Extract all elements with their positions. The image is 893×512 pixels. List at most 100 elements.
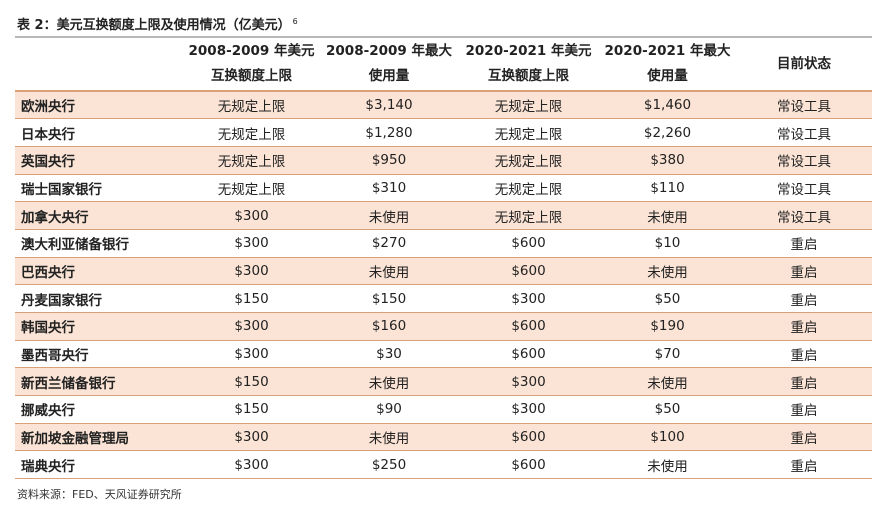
table-row: 挪威央行 $150 $90 $300 $50 重启 — [15, 396, 872, 424]
bank-name-cell: 新西兰储备银行 — [21, 375, 116, 392]
table-row: 加拿大央行 $300 未使用 无规定上限 未使用 常设工具 — [15, 201, 872, 230]
table-title: 表 2：美元互换额度上限及使用情况（亿美元） 6 — [17, 14, 298, 33]
limit-2020-cell: $600 — [511, 262, 546, 279]
usage-2008-cell: 未使用 — [368, 375, 410, 392]
limit-2008-cell: $300 — [234, 235, 269, 252]
table-row: 英国央行 无规定上限 $950 无规定上限 $380 常设工具 — [15, 146, 872, 175]
table-row: 韩国央行 $300 $160 $600 $190 重启 — [15, 312, 872, 341]
usage-2008-cell: 未使用 — [368, 264, 410, 281]
bank-name-cell: 丹麦国家银行 — [21, 292, 102, 309]
limit-2008-cell: $300 — [234, 456, 269, 473]
limit-2008-cell: $300 — [234, 429, 269, 446]
bank-name-cell: 日本央行 — [21, 126, 75, 143]
limit-2008-cell: 无规定上限 — [217, 126, 286, 143]
limit-2008-cell: $300 — [234, 318, 269, 335]
header-2008-max-usage: 2008-2009 年最大使用量 — [326, 43, 452, 84]
status-cell: 常设工具 — [777, 209, 831, 226]
table-row: 巴西央行 $300 未使用 $600 未使用 重启 — [15, 257, 872, 285]
limit-2008-cell: $150 — [234, 373, 269, 390]
table-title-text: 表 2：美元互换额度上限及使用情况（亿美元） — [17, 18, 291, 33]
source-note: 资料来源：FED、天风证券研究所 — [17, 488, 182, 501]
usage-2020-cell: 未使用 — [647, 264, 688, 281]
usage-2020-cell: 未使用 — [647, 458, 688, 475]
bank-name-cell: 英国央行 — [21, 154, 75, 171]
bank-name-cell: 澳大利亚储备银行 — [21, 237, 129, 254]
status-cell: 重启 — [790, 403, 818, 420]
status-cell: 重启 — [790, 458, 818, 475]
status-cell: 重启 — [790, 292, 818, 309]
status-cell: 重启 — [790, 431, 818, 448]
table-row: 新西兰储备银行 $150 未使用 $300 未使用 重启 — [15, 367, 872, 396]
limit-2008-cell: 无规定上限 — [217, 154, 286, 171]
usage-2008-cell: 未使用 — [368, 431, 410, 448]
header-2020-max-usage: 2020-2021 年最大使用量 — [604, 43, 731, 84]
limit-2020-cell: 无规定上限 — [494, 181, 563, 198]
limit-2020-cell: $600 — [511, 346, 546, 363]
usage-2020-cell: $50 — [654, 290, 681, 307]
table-row: 墨西哥央行 $300 $30 $600 $70 重启 — [15, 340, 872, 368]
table-row: 瑞典央行 $300 $250 $600 未使用 重启 — [15, 451, 872, 479]
table-row: 新加坡金融管理局 $300 未使用 $600 $100 重启 — [15, 423, 872, 451]
bank-name-cell: 新加坡金融管理局 — [21, 431, 129, 448]
usage-2020-cell: $50 — [654, 401, 681, 418]
status-cell: 重启 — [790, 264, 818, 281]
usage-2020-cell: 未使用 — [647, 209, 688, 226]
limit-2020-cell: $600 — [511, 318, 546, 335]
usage-2008-cell: $250 — [371, 456, 407, 473]
usage-2008-cell: $30 — [376, 346, 402, 363]
usage-2008-cell: $950 — [371, 152, 407, 169]
table-header-row: 2008-2009 年美元互换额度上限 2008-2009 年最大使用量 202… — [15, 37, 872, 91]
header-status: 目前状态 — [777, 55, 831, 72]
usage-2008-cell: $90 — [376, 401, 402, 418]
limit-2020-cell: 无规定上限 — [494, 99, 563, 116]
limit-2008-cell: $300 — [234, 346, 269, 363]
bank-name-cell: 瑞士国家银行 — [21, 181, 102, 198]
limit-2008-cell: $300 — [234, 207, 269, 224]
bank-name-cell: 瑞典央行 — [21, 458, 75, 475]
usage-2020-cell: $70 — [654, 346, 681, 363]
limit-2008-cell: $300 — [234, 262, 269, 279]
usage-2020-cell: $380 — [650, 152, 685, 169]
limit-2008-cell: $150 — [234, 290, 269, 307]
table-row: 丹麦国家银行 $150 $150 $300 $50 重启 — [15, 285, 872, 313]
status-cell: 常设工具 — [777, 99, 831, 116]
status-cell: 常设工具 — [777, 126, 831, 143]
bank-name-cell: 欧洲央行 — [21, 99, 75, 116]
table-body: 欧洲央行 无规定上限 $3,140 无规定上限 $1,460 常设工具 日本央行 无规定上限 $… — [15, 91, 872, 479]
status-cell: 重启 — [790, 348, 818, 365]
limit-2020-cell: $300 — [511, 373, 546, 390]
bank-name-cell: 加拿大央行 — [21, 209, 89, 226]
status-cell: 重启 — [790, 320, 818, 337]
usage-2008-cell: $3,140 — [365, 97, 413, 114]
usage-2008-cell: $150 — [371, 290, 407, 307]
status-cell: 常设工具 — [777, 154, 831, 171]
usage-2020-cell: $10 — [654, 235, 681, 252]
status-cell: 重启 — [790, 375, 818, 392]
usage-2020-cell: $2,260 — [643, 124, 692, 141]
limit-2020-cell: $600 — [511, 456, 546, 473]
header-bank — [15, 37, 183, 91]
usage-2008-cell: $310 — [371, 179, 407, 196]
limit-2020-cell: $600 — [511, 429, 546, 446]
limit-2020-cell: 无规定上限 — [494, 154, 563, 171]
limit-2008-cell: $150 — [234, 401, 269, 418]
table-row: 瑞士国家银行 无规定上限 $310 无规定上限 $110 常设工具 — [15, 174, 872, 202]
usage-2008-cell: $1,280 — [365, 124, 413, 141]
usage-2020-cell: $1,460 — [643, 97, 692, 114]
usage-2020-cell: $110 — [650, 179, 685, 196]
swap-line-table: 2008-2009 年美元互换额度上限 2008-2009 年最大使用量 202… — [15, 36, 872, 479]
limit-2020-cell: 无规定上限 — [494, 126, 563, 143]
limit-2008-cell: 无规定上限 — [217, 99, 286, 116]
bank-name-cell: 墨西哥央行 — [21, 348, 89, 365]
limit-2020-cell: $600 — [511, 235, 546, 252]
bank-name-cell: 巴西央行 — [21, 264, 75, 281]
limit-2020-cell: $300 — [511, 401, 546, 418]
usage-2020-cell: $190 — [650, 318, 685, 335]
status-cell: 常设工具 — [777, 181, 831, 198]
header-2008-limit: 2008-2009 年美元互换额度上限 — [188, 43, 315, 84]
table-row: 日本央行 无规定上限 $1,280 无规定上限 $2,260 常设工具 — [15, 119, 872, 147]
footnote-marker: 6 — [292, 16, 298, 26]
limit-2008-cell: 无规定上限 — [217, 181, 286, 198]
table-row: 澳大利亚储备银行 $300 $270 $600 $10 重启 — [15, 229, 872, 258]
table-row: 欧洲央行 无规定上限 $3,140 无规定上限 $1,460 常设工具 — [15, 91, 872, 119]
